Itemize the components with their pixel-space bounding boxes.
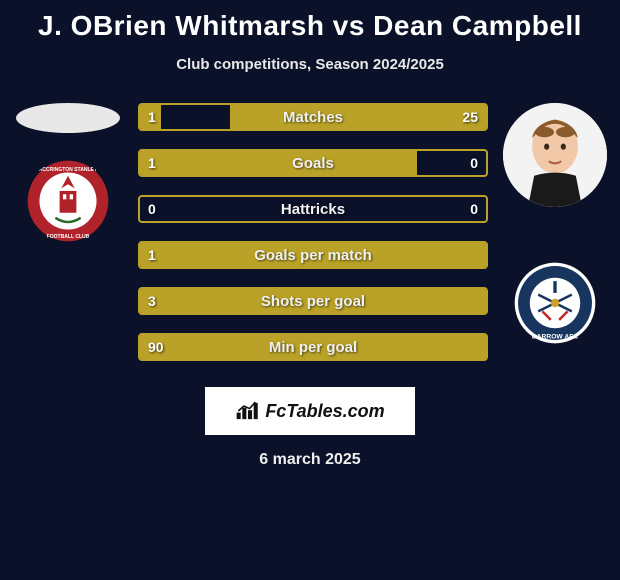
stat-row: Shots per goal3 (138, 287, 488, 315)
stat-label: Goals (140, 155, 486, 172)
fctables-logo-icon (235, 400, 261, 422)
subtitle: Club competitions, Season 2024/2025 (0, 56, 620, 73)
stat-label: Matches (140, 109, 486, 126)
svg-text:BARROW AFC: BARROW AFC (532, 333, 579, 340)
stat-row: Goals1 0 (138, 149, 488, 177)
stat-row: Hattricks0 0 (138, 195, 488, 223)
stat-value-left: 90 (148, 339, 164, 355)
player-face-icon (503, 103, 607, 207)
stat-value-left: 3 (148, 293, 156, 309)
right-player-column: BARROW AFC (500, 103, 610, 345)
stat-bars: Matches125Goals10Hattricks00Goals per ma… (138, 103, 488, 361)
right-player-photo (503, 103, 607, 207)
stat-label: Goals per match (140, 247, 486, 264)
stat-row: Min per goal90 (138, 333, 488, 361)
stat-value-left: 0 (148, 201, 156, 217)
stat-row: Matches1 25 (138, 103, 488, 131)
comparison-content: ACCRINGTON STANLEY FOOTBALL CLUB (0, 103, 620, 361)
stat-value-left: 1 (148, 247, 156, 263)
right-club-badge: BARROW AFC (513, 261, 597, 345)
date-text: 6 march 2025 (0, 451, 620, 469)
barrow-badge-icon: BARROW AFC (513, 261, 597, 345)
stat-row: Goals per match1 (138, 241, 488, 269)
stat-value-right: 0 (470, 155, 478, 171)
stat-label: Hattricks (140, 201, 486, 218)
svg-text:FOOTBALL CLUB: FOOTBALL CLUB (47, 234, 90, 240)
stat-value-right: 0 (470, 201, 478, 217)
stat-value-left: 1 (148, 109, 156, 125)
footer-brand: FcTables.com (205, 387, 415, 435)
svg-text:ACCRINGTON STANLEY: ACCRINGTON STANLEY (39, 167, 98, 173)
left-player-photo (16, 103, 120, 133)
accrington-badge-icon: ACCRINGTON STANLEY FOOTBALL CLUB (26, 159, 110, 243)
stat-label: Shots per goal (140, 293, 486, 310)
page-title: J. OBrien Whitmarsh vs Dean Campbell (0, 0, 620, 42)
left-club-badge: ACCRINGTON STANLEY FOOTBALL CLUB (26, 159, 110, 243)
stat-value-left: 1 (148, 155, 156, 171)
footer-brand-text: FcTables.com (265, 401, 384, 422)
left-player-column: ACCRINGTON STANLEY FOOTBALL CLUB (8, 103, 128, 243)
stat-label: Min per goal (140, 339, 486, 356)
stat-value-right: 25 (462, 109, 478, 125)
